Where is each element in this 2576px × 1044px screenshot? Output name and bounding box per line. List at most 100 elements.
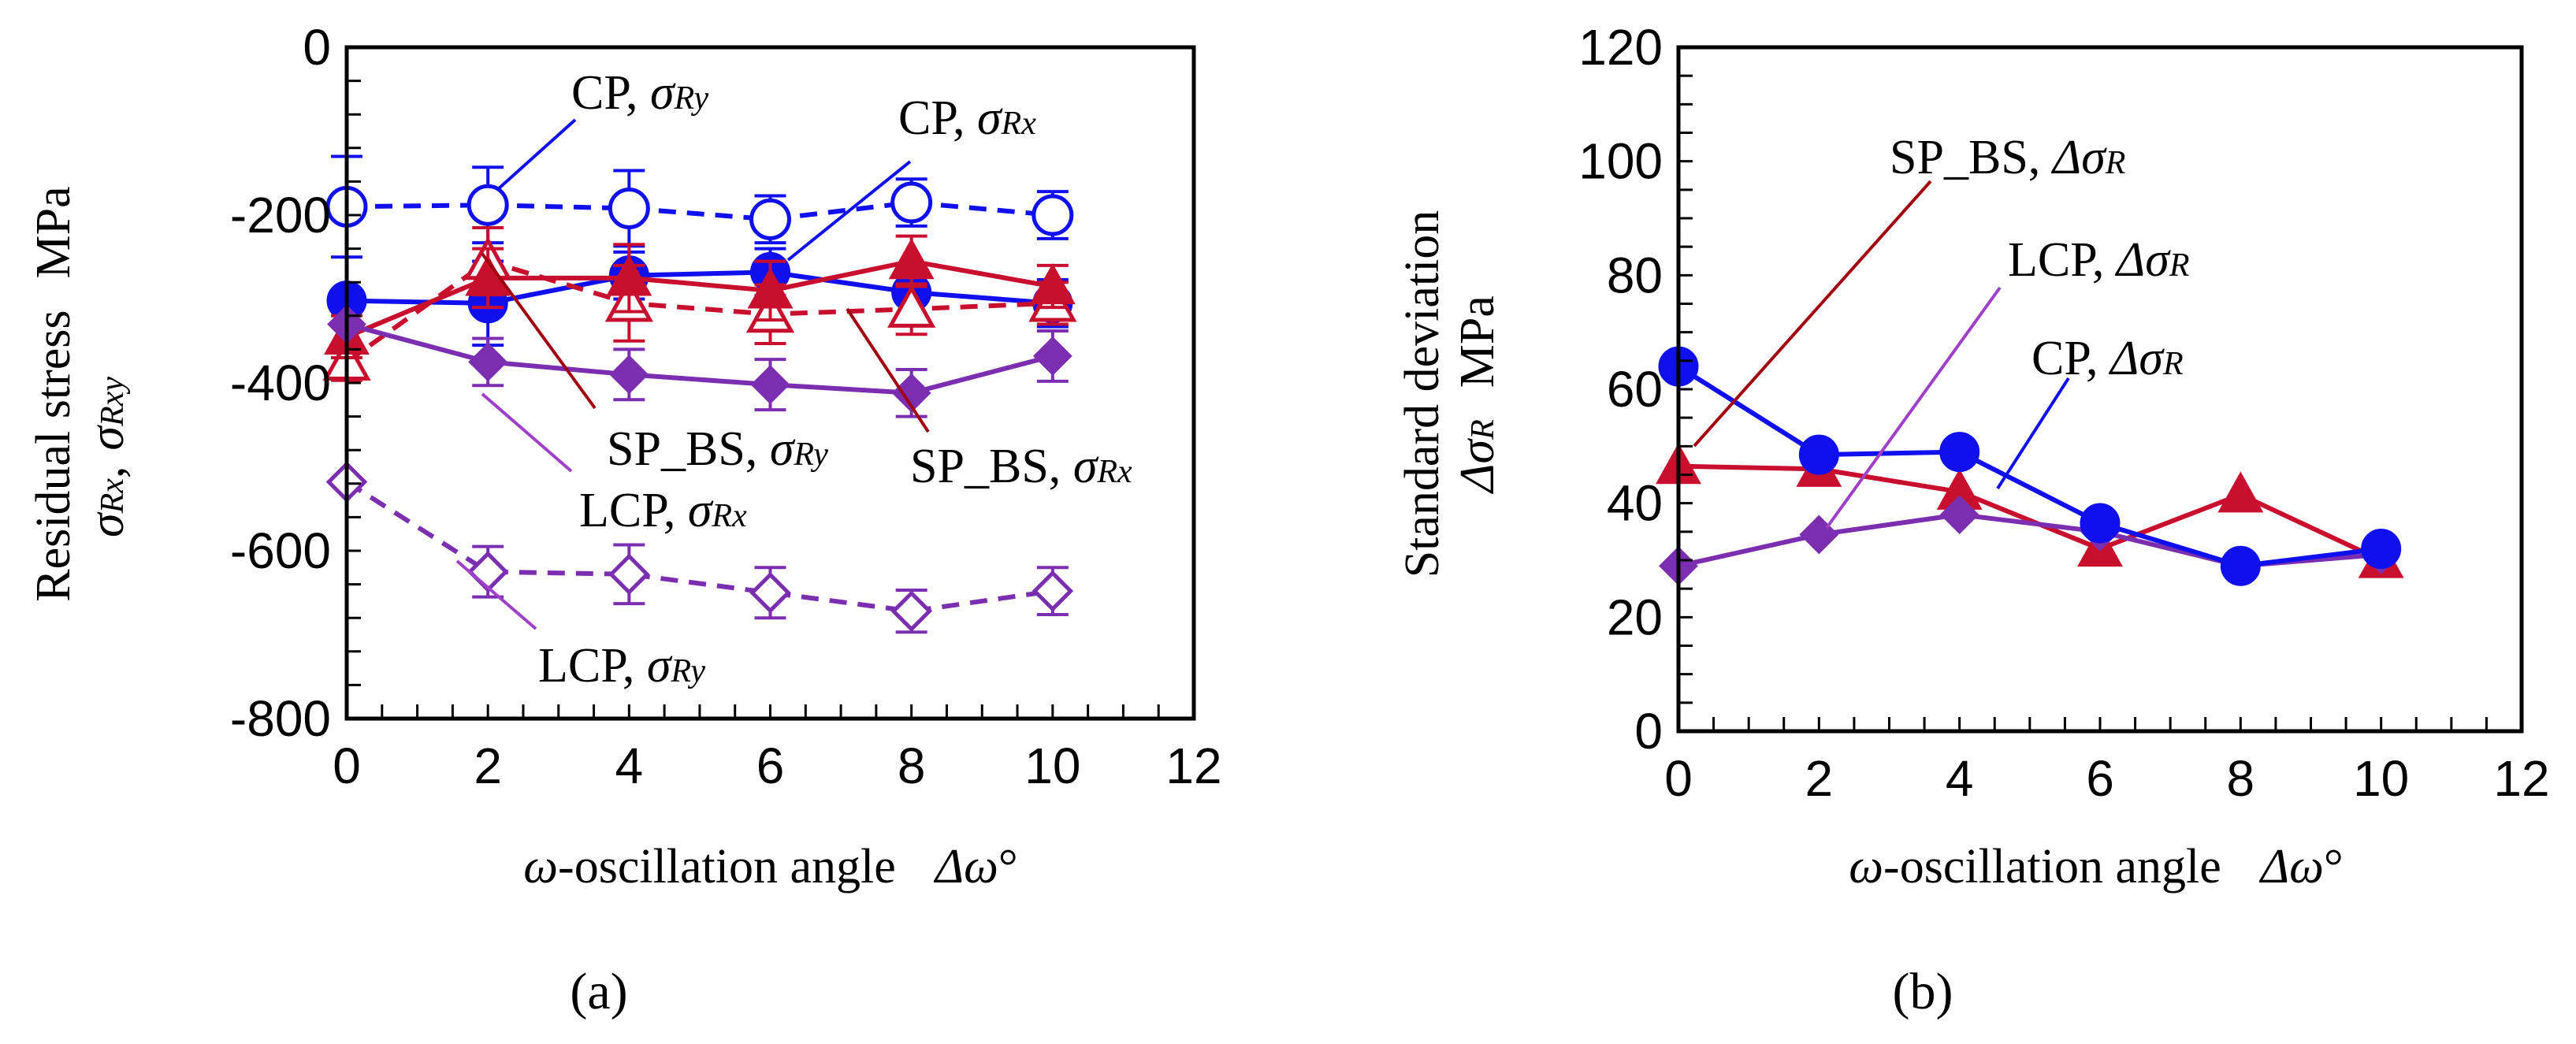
series-line bbox=[345, 258, 1054, 340]
data-point bbox=[609, 355, 649, 395]
leader-sp-rx bbox=[846, 307, 930, 433]
x-tick-label: 0 bbox=[1664, 750, 1693, 807]
x-tick-label: 10 bbox=[1024, 737, 1080, 794]
annotation-sp-dsr: SP_BS, ΔσR bbox=[1890, 131, 2125, 184]
series-lcp-r bbox=[1659, 495, 2401, 586]
y-tick-label: -200 bbox=[230, 187, 331, 243]
x-tick-label: 6 bbox=[756, 737, 785, 794]
data-point bbox=[887, 284, 936, 328]
y-tick-label: 0 bbox=[1634, 703, 1663, 760]
y-tick-label: 40 bbox=[1607, 475, 1663, 532]
annotation-cp-rx: CP, σRx bbox=[898, 91, 1036, 145]
data-point bbox=[2080, 503, 2121, 544]
series-cp-ry bbox=[325, 154, 1074, 259]
series-line bbox=[346, 200, 1054, 222]
leader-sp-dsr bbox=[1693, 180, 1932, 448]
annotations-b: SP_BS, ΔσR LCP, ΔσR CP, ΔσR bbox=[1693, 131, 2189, 529]
svg-text:ΔσRMPa: ΔσRMPa bbox=[1451, 295, 1504, 495]
y-axis-label-b: Standard deviation ΔσRMPa bbox=[1396, 210, 1504, 578]
series-line bbox=[1677, 364, 2382, 569]
data-point bbox=[749, 571, 791, 614]
y-tick-label: -400 bbox=[230, 355, 331, 411]
data-point bbox=[2361, 529, 2402, 570]
series-sp-bs-rx bbox=[324, 234, 1076, 360]
y-tick-label: 80 bbox=[1607, 247, 1663, 303]
data-point bbox=[749, 198, 791, 240]
series-line bbox=[345, 258, 1053, 364]
series-line bbox=[346, 269, 1054, 306]
annotation-sp-ry: SP_BS, σRy bbox=[607, 422, 828, 476]
x-tick-label: 2 bbox=[474, 737, 502, 794]
data-point bbox=[1799, 515, 1839, 555]
svg-text:σRx,σRxy: σRx,σRxy bbox=[80, 377, 134, 537]
y-tick-label: 120 bbox=[1578, 19, 1663, 76]
series-line bbox=[345, 480, 1054, 614]
annotations-a: CP, σRy CP, σRx SP_BS, σRy SP_BS, σRx LC… bbox=[455, 66, 1132, 693]
x-tick-label: 4 bbox=[1946, 750, 1974, 807]
data-point bbox=[750, 365, 790, 405]
data-point bbox=[1032, 570, 1074, 612]
x-tick-label: 2 bbox=[1805, 750, 1834, 807]
data-point bbox=[888, 238, 935, 280]
data-point bbox=[467, 551, 509, 593]
leader-cp-dsr bbox=[1996, 377, 2070, 490]
x-axis-label-a: ω-oscillation angle Δω° bbox=[523, 840, 1017, 894]
leader-lcp-ry bbox=[455, 559, 537, 630]
svg-text:Standard deviation: Standard deviation bbox=[1396, 210, 1449, 578]
x-tick-label: 8 bbox=[898, 737, 926, 794]
series-line bbox=[346, 321, 1054, 396]
y-tick-label: -800 bbox=[230, 690, 331, 747]
panel-a-chart: 0 -200 -400 -600 -800 0 2 4 6 8 10 12 Residual str… bbox=[27, 19, 1222, 1020]
annotation-lcp-dsr: LCP, ΔσR bbox=[2008, 233, 2189, 287]
series-line bbox=[1678, 463, 2382, 563]
data-point bbox=[606, 254, 652, 296]
data-point bbox=[1939, 432, 1980, 473]
leader-cp-rx bbox=[786, 160, 912, 262]
series-lcp-rx bbox=[327, 304, 1072, 418]
panel-label-a: (a) bbox=[570, 963, 627, 1020]
panel-b-chart: 0 20 40 60 80 100 120 0 2 4 6 8 10 12 Standard devia… bbox=[1396, 19, 2550, 1020]
annotation-cp-ry: CP, σRy bbox=[571, 66, 708, 120]
data-point bbox=[2217, 471, 2264, 513]
data-point bbox=[1798, 434, 1839, 475]
data-point bbox=[1939, 495, 1979, 535]
y-tick-label: -600 bbox=[230, 522, 331, 579]
data-point bbox=[1029, 263, 1076, 305]
data-point bbox=[890, 590, 933, 633]
panel-label-b: (b) bbox=[1893, 963, 1953, 1020]
svg-text:Residual stressMPa: Residual stressMPa bbox=[27, 186, 80, 601]
data-point bbox=[467, 184, 509, 226]
data-point bbox=[608, 553, 650, 596]
annotation-cp-dsr: CP, ΔσR bbox=[2031, 332, 2184, 385]
y-tick-label: 100 bbox=[1578, 133, 1663, 190]
x-tick-label: 8 bbox=[2227, 750, 2255, 807]
series-line bbox=[1678, 512, 2381, 569]
y-tick-label: 20 bbox=[1607, 589, 1663, 645]
data-point bbox=[1032, 336, 1072, 376]
data-point bbox=[2220, 545, 2261, 586]
data-point bbox=[468, 342, 508, 382]
y-tick-label: 60 bbox=[1607, 361, 1663, 418]
x-tick-label: 12 bbox=[2493, 750, 2549, 807]
annotation-sp-rx: SP_BS, σRx bbox=[910, 440, 1132, 493]
x-axis-label-b: ω-oscillation angle Δω° bbox=[1849, 840, 2343, 894]
x-tick-label: 6 bbox=[2086, 750, 2114, 807]
data-point bbox=[890, 181, 933, 224]
y-axis-label-a: Residual stressMPa σRx,σRxy bbox=[27, 186, 134, 601]
series-lcp-ry bbox=[325, 461, 1074, 634]
data-point bbox=[608, 187, 650, 229]
y-tick-label: 0 bbox=[303, 19, 331, 76]
leader-lcp-rx bbox=[481, 392, 573, 473]
data-point bbox=[747, 267, 794, 309]
series-sp-bs-r bbox=[1656, 443, 2404, 578]
x-tick-label: 0 bbox=[333, 737, 361, 794]
x-tick-label: 10 bbox=[2353, 750, 2409, 807]
leader-sp-ry bbox=[481, 252, 597, 410]
x-tick-label: 4 bbox=[615, 737, 644, 794]
leader-lcp-dsr bbox=[1825, 286, 2002, 529]
series-cp-r bbox=[1658, 346, 2402, 586]
data-point bbox=[1032, 194, 1074, 236]
annotation-lcp-rx: LCP, σRx bbox=[579, 484, 747, 537]
x-tick-label: 12 bbox=[1165, 737, 1221, 794]
